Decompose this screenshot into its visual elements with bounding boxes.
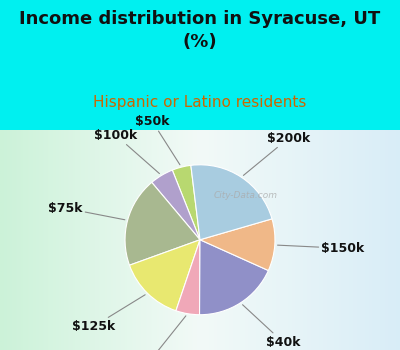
Wedge shape: [152, 170, 200, 240]
Text: $125k: $125k: [72, 295, 145, 333]
Wedge shape: [172, 165, 200, 240]
Text: $150k: $150k: [278, 242, 365, 255]
Text: $75k: $75k: [48, 202, 125, 220]
Wedge shape: [191, 165, 272, 240]
Text: > $200k: > $200k: [122, 316, 186, 350]
Text: Income distribution in Syracuse, UT
(%): Income distribution in Syracuse, UT (%): [19, 10, 381, 51]
Text: Hispanic or Latino residents: Hispanic or Latino residents: [93, 94, 307, 110]
Wedge shape: [176, 240, 200, 315]
Text: $50k: $50k: [135, 116, 180, 165]
Wedge shape: [130, 240, 200, 311]
Wedge shape: [125, 182, 200, 265]
Wedge shape: [200, 219, 275, 271]
Text: City-Data.com: City-Data.com: [213, 191, 277, 200]
Text: $100k: $100k: [94, 129, 160, 174]
Text: $200k: $200k: [244, 132, 310, 175]
Wedge shape: [200, 240, 268, 315]
Text: $40k: $40k: [242, 305, 300, 349]
